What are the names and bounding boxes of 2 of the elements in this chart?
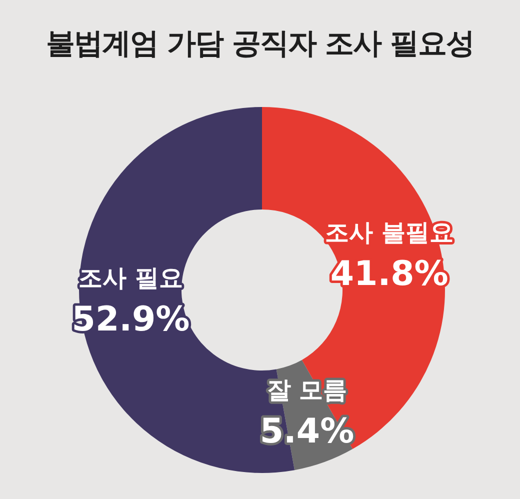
chart-title: 불법계엄 가담 공직자 조사 필요성 bbox=[44, 25, 476, 62]
slice-label: 조사 필요 bbox=[78, 264, 183, 292]
